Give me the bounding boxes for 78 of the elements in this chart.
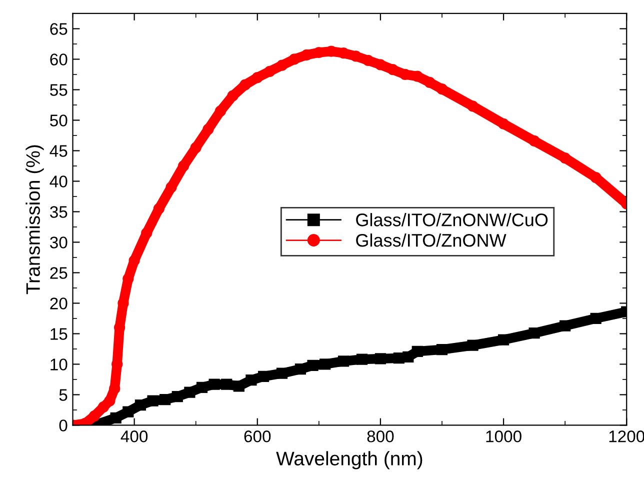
point (276, 368, 288, 379)
point (196, 382, 208, 393)
y-tick-label: 65 (50, 23, 68, 35)
point (190, 142, 202, 154)
point (374, 353, 386, 364)
y-tick-label: 30 (50, 236, 68, 248)
y-tick-label: 40 (50, 176, 68, 188)
point (134, 400, 146, 411)
y-tick-label: 45 (50, 145, 68, 157)
point (227, 90, 238, 102)
point (288, 54, 300, 65)
point (110, 412, 122, 424)
point (214, 106, 226, 117)
point (160, 394, 171, 406)
point (88, 410, 100, 422)
point (240, 79, 251, 90)
point (153, 203, 164, 214)
point (264, 66, 276, 77)
point (166, 182, 177, 193)
point (560, 152, 571, 164)
point (498, 118, 510, 130)
point (252, 72, 263, 84)
point (208, 378, 220, 390)
point (258, 370, 270, 382)
y-tick-label: 25 (50, 267, 68, 279)
y-tick-label: 60 (50, 54, 68, 66)
point (528, 328, 540, 339)
x-tick-label: 600 (244, 430, 271, 442)
point (467, 340, 478, 351)
legend-label: Glass/ITO/ZnONW (356, 233, 506, 247)
point (122, 406, 134, 418)
y-tick-label: 5 (59, 389, 68, 401)
point (122, 273, 134, 284)
x-tick-label: 800 (367, 430, 394, 442)
legend-label: Glass/ITO/ZnONW/CuO (356, 213, 548, 226)
point (374, 59, 386, 70)
point (528, 135, 540, 147)
y-axis-title: Transmission (%) (26, 145, 44, 294)
point (424, 76, 436, 88)
point (320, 358, 331, 370)
y-tick-label: 50 (50, 114, 68, 126)
point (338, 356, 350, 367)
y-tick-label: 0 (59, 420, 68, 432)
point (436, 84, 448, 95)
point (467, 100, 478, 112)
point (590, 312, 602, 324)
point (294, 364, 306, 375)
y-tick-label: 15 (50, 328, 68, 340)
point (178, 160, 190, 172)
point (128, 254, 140, 266)
point (221, 378, 232, 390)
point (498, 334, 510, 346)
point (362, 54, 374, 66)
point (233, 380, 244, 392)
point (172, 390, 183, 402)
y-tick-label: 10 (50, 358, 68, 370)
point (402, 351, 414, 362)
x-tick-label: 1000 (486, 430, 522, 442)
y-tick-label: 20 (50, 298, 68, 310)
x-tick-label: 400 (120, 430, 148, 442)
point (590, 172, 602, 184)
point (560, 320, 571, 332)
x-axis-title: Wavelength (nm) (276, 451, 422, 470)
point (350, 50, 362, 62)
y-tick-label: 55 (50, 84, 68, 96)
point (202, 124, 214, 135)
point (147, 395, 158, 406)
point (104, 395, 116, 406)
point (356, 354, 368, 365)
point (246, 374, 257, 386)
point (412, 346, 423, 357)
point (436, 344, 448, 356)
point (184, 386, 196, 398)
point (141, 228, 152, 239)
point (276, 60, 288, 71)
point (307, 360, 318, 371)
point (387, 64, 398, 76)
y-tick-label: 35 (50, 206, 68, 218)
